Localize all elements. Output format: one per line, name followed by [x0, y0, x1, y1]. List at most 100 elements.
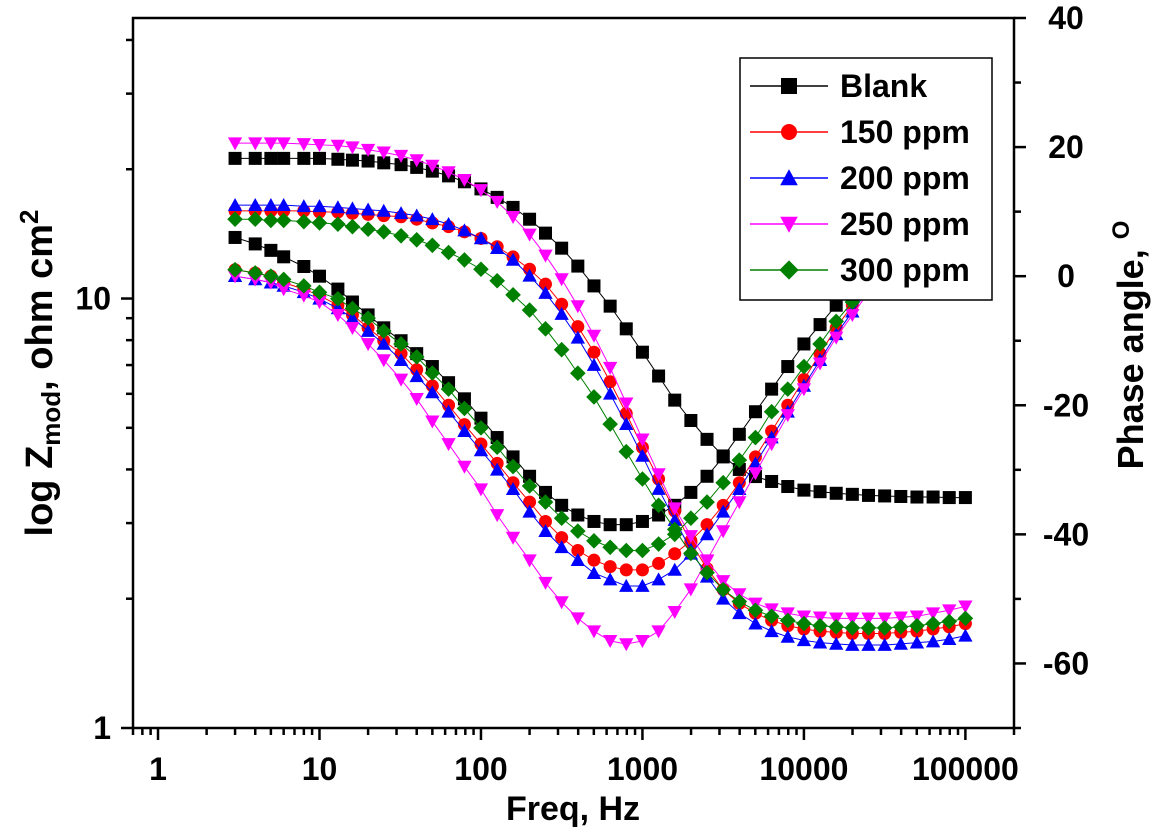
modulus-point	[555, 241, 569, 255]
y-axis-label-prefix: log Z	[19, 446, 61, 537]
phase-point	[700, 518, 714, 532]
phase-point	[538, 523, 553, 537]
phase-point	[522, 504, 537, 518]
modulus-point	[456, 252, 473, 268]
legend-label: 300 ppm	[840, 252, 970, 288]
phase-point	[828, 313, 845, 330]
modulus-point	[393, 206, 409, 220]
phase-point	[297, 260, 311, 273]
modulus-point	[490, 195, 505, 209]
modulus-point	[877, 612, 892, 626]
phase-point	[635, 578, 650, 592]
phase-point	[651, 572, 666, 586]
modulus-point	[331, 152, 345, 166]
phase-point	[539, 485, 553, 499]
phase-point	[424, 365, 441, 381]
modulus-point	[732, 462, 746, 476]
modulus-point	[586, 389, 602, 405]
modulus-point	[457, 223, 472, 237]
phase-point	[296, 278, 312, 294]
phase-point	[602, 539, 618, 556]
phase-point	[619, 638, 634, 652]
phase-point	[765, 382, 779, 396]
modulus-point	[247, 211, 264, 228]
modulus-point	[393, 149, 409, 163]
legend: Blank 150 ppm 200 ppm 250 ppm 300 ppm	[739, 57, 993, 301]
phase-point	[505, 458, 521, 475]
phase-point	[425, 385, 440, 399]
legend-label: 250 ppm	[840, 206, 970, 242]
phase-point	[248, 237, 262, 251]
modulus-point	[345, 141, 360, 155]
modulus-point	[425, 159, 440, 173]
y-tick-label: 10	[75, 281, 111, 317]
phase-point	[276, 283, 291, 297]
phase-point	[523, 495, 537, 509]
phase-point	[796, 383, 812, 397]
phase-point	[330, 309, 346, 323]
legend-label: 150 ppm	[840, 114, 970, 150]
phase-point	[603, 518, 617, 532]
modulus-point	[829, 612, 844, 626]
phase-point	[247, 265, 264, 281]
phase-point	[345, 321, 360, 335]
phase-point	[228, 230, 242, 244]
modulus-point	[894, 489, 908, 503]
legend-label: 200 ppm	[840, 160, 970, 196]
phase-point	[553, 510, 570, 527]
modulus-point	[651, 468, 666, 482]
modulus-point	[893, 619, 909, 635]
modulus-point	[393, 227, 409, 244]
modulus-point	[796, 615, 812, 632]
modulus-point	[587, 279, 601, 293]
modulus-point	[893, 611, 908, 625]
modulus-point	[539, 277, 553, 291]
phase-point	[844, 294, 861, 310]
modulus-point	[586, 357, 602, 371]
modulus-point	[296, 138, 311, 152]
modulus-point	[926, 490, 940, 504]
modulus-point	[296, 199, 311, 213]
x-tick-label: 10	[302, 751, 338, 787]
phase-point	[716, 450, 730, 464]
modulus-point	[248, 137, 263, 151]
modulus-point	[876, 620, 893, 636]
x-tick-label: 10000	[759, 751, 848, 787]
modulus-point	[941, 613, 958, 630]
modulus-point	[958, 600, 973, 614]
phase-point	[666, 526, 683, 543]
modulus-point	[312, 138, 327, 152]
phase-point	[330, 290, 346, 307]
modulus-line-300-ppm	[235, 218, 966, 629]
phase-point	[845, 309, 860, 323]
y2-tick-label: 40	[1048, 0, 1084, 36]
modulus-point	[227, 197, 243, 211]
phase-point	[699, 494, 715, 510]
phase-point	[570, 612, 585, 626]
phase-point	[716, 504, 731, 518]
modulus-point	[377, 156, 391, 170]
modulus-point	[408, 232, 425, 248]
phase-point	[441, 438, 456, 452]
legend-box	[739, 57, 993, 301]
phase-point	[312, 269, 326, 283]
x-tick-label: 100	[454, 751, 507, 787]
modulus-point	[555, 297, 569, 311]
modulus-point	[263, 137, 279, 151]
y-axis-label-suffix: , ohm cm	[19, 224, 61, 391]
modulus-point	[553, 341, 570, 358]
series-300-ppm	[227, 184, 974, 636]
modulus-point	[862, 488, 876, 502]
modulus-point	[410, 160, 424, 174]
y-axis-label-sub: mod	[36, 391, 66, 446]
phase-point	[570, 553, 585, 567]
modulus-point	[360, 221, 376, 238]
phase-point	[505, 531, 521, 545]
modulus-point	[537, 321, 554, 337]
modulus-point	[345, 201, 360, 215]
phase-point	[473, 483, 489, 497]
modulus-line-200-ppm	[235, 204, 966, 646]
y2-tick-label: 20	[1048, 129, 1084, 165]
modulus-point	[861, 637, 876, 651]
